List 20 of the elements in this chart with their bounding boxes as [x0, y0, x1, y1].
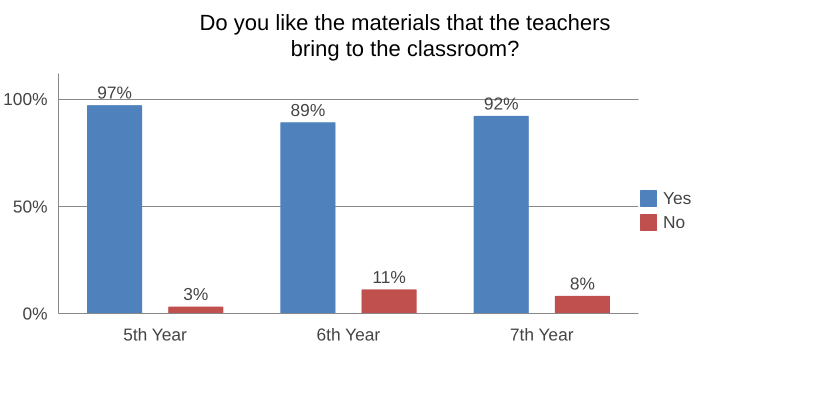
- bar: [168, 306, 224, 314]
- data-label: 89%: [290, 100, 326, 120]
- bar: [474, 116, 529, 314]
- x-tick-label: 6th Year: [316, 324, 380, 344]
- bar: [554, 296, 610, 314]
- y-tick-label: 100%: [3, 88, 48, 109]
- legend-label: Yes: [663, 188, 692, 209]
- data-label: 3%: [183, 284, 208, 304]
- bar: [87, 104, 142, 314]
- bar: [362, 289, 417, 314]
- chart-title: Do you like the materials that the teachers bring to the classroom?: [200, 10, 610, 63]
- data-label: 97%: [97, 82, 132, 102]
- bar: [280, 122, 336, 314]
- legend-label: No: [663, 212, 686, 233]
- y-tick-label: 0%: [22, 303, 48, 324]
- data-label: 8%: [570, 273, 595, 294]
- x-tick-label: 5th Year: [123, 324, 188, 344]
- y-tick-label: 50%: [12, 196, 48, 216]
- x-tick-label: 7th Year: [510, 324, 574, 344]
- data-label: 11%: [372, 266, 406, 287]
